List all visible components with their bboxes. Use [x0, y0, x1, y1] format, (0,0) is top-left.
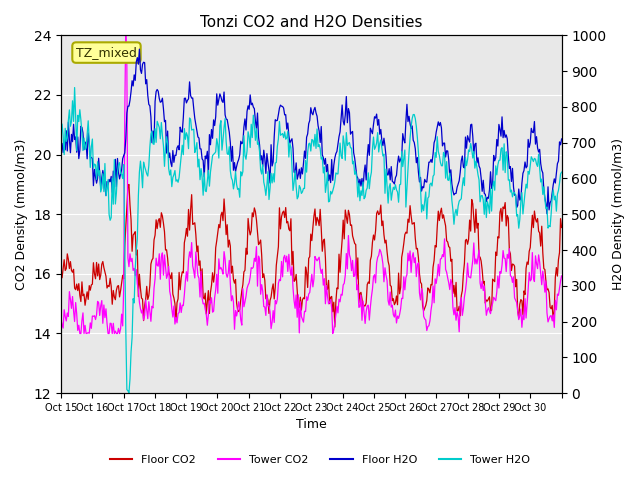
- Tower CO2: [557, 273, 565, 279]
- Floor CO2: [339, 217, 347, 223]
- Line: Floor CO2: Floor CO2: [61, 184, 561, 327]
- Text: TZ_mixed: TZ_mixed: [76, 46, 137, 59]
- Floor H2O: [214, 102, 221, 108]
- Floor H2O: [362, 177, 370, 183]
- Floor H2O: [557, 136, 565, 142]
- Floor CO2: [57, 273, 65, 279]
- Line: Tower CO2: Tower CO2: [61, 21, 561, 334]
- Tower CO2: [57, 317, 65, 323]
- Floor CO2: [514, 309, 522, 314]
- Y-axis label: H2O Density (mmol/m3): H2O Density (mmol/m3): [612, 138, 625, 290]
- Tower CO2: [427, 308, 435, 313]
- Tower H2O: [270, 179, 278, 185]
- Tower CO2: [122, 18, 130, 24]
- Tower H2O: [364, 185, 371, 191]
- Legend: Floor CO2, Tower CO2, Floor H2O, Tower H2O: Floor CO2, Tower CO2, Floor H2O, Tower H…: [105, 451, 535, 469]
- Tower H2O: [427, 180, 435, 186]
- Tower CO2: [514, 308, 522, 313]
- Floor CO2: [557, 225, 565, 230]
- Line: Tower H2O: Tower H2O: [61, 87, 561, 393]
- Floor CO2: [269, 281, 277, 287]
- Floor H2O: [426, 159, 434, 165]
- Floor CO2: [125, 181, 132, 187]
- Tower CO2: [215, 256, 223, 262]
- Y-axis label: CO2 Density (mmol/m3): CO2 Density (mmol/m3): [15, 139, 28, 290]
- Tower CO2: [364, 303, 371, 309]
- Floor CO2: [331, 324, 339, 330]
- Tower H2O: [125, 390, 132, 396]
- Tower CO2: [270, 320, 278, 325]
- X-axis label: Time: Time: [296, 419, 326, 432]
- Floor CO2: [214, 230, 221, 236]
- Tower H2O: [57, 131, 65, 137]
- Floor H2O: [513, 204, 520, 210]
- Tower CO2: [76, 331, 84, 336]
- Tower H2O: [557, 169, 565, 175]
- Tower H2O: [71, 84, 79, 90]
- Floor H2O: [339, 102, 346, 108]
- Tower H2O: [514, 212, 522, 217]
- Floor H2O: [57, 151, 65, 156]
- Floor H2O: [543, 211, 551, 216]
- Floor H2O: [136, 46, 143, 52]
- Tower H2O: [339, 133, 347, 139]
- Tower H2O: [215, 155, 223, 161]
- Line: Floor H2O: Floor H2O: [61, 49, 561, 214]
- Tower CO2: [339, 282, 347, 288]
- Floor H2O: [269, 159, 277, 165]
- Floor CO2: [427, 282, 435, 288]
- Title: Tonzi CO2 and H2O Densities: Tonzi CO2 and H2O Densities: [200, 15, 422, 30]
- Floor CO2: [364, 282, 371, 288]
